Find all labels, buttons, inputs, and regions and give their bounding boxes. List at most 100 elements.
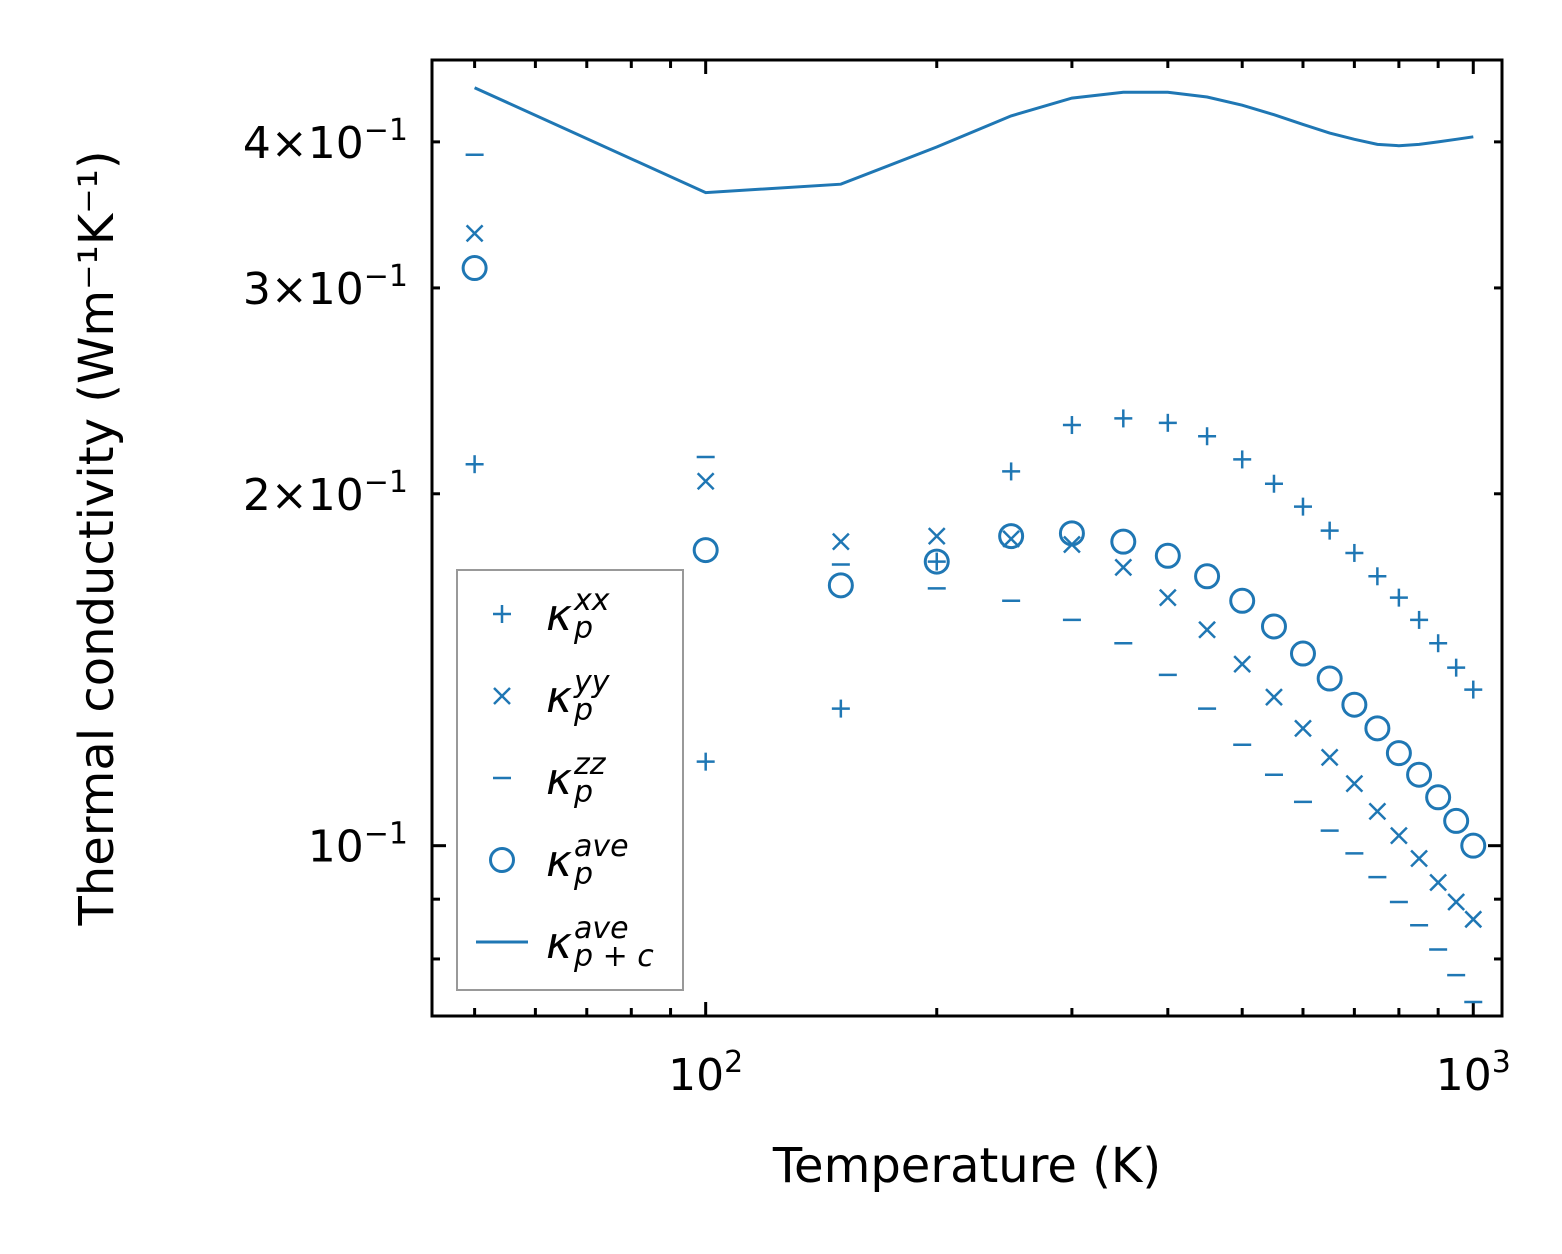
series-kappa_pc_ave	[473, 86, 1474, 195]
legend-label: κave p	[546, 829, 629, 892]
axis-tick-labels: 102 103 10−1 2×10−1 3×10−1 4×10−1	[243, 113, 1511, 1101]
kappa_p_ave-point	[1058, 520, 1085, 547]
x-tick-label: 102	[668, 1045, 743, 1101]
legend-frame	[456, 569, 684, 991]
legend-marker	[489, 847, 515, 873]
kappa_p_ave-point	[1385, 740, 1412, 767]
kappa_p_yy-point	[1368, 802, 1387, 821]
y-axis-label: Thermal conductivity (Wm⁻¹K⁻¹)	[69, 150, 125, 926]
legend: κxx p κyy p κzz p κave p κave p + c	[456, 569, 684, 991]
plot-frame	[430, 58, 1504, 1018]
legend-label: κzz p	[546, 747, 607, 810]
kappa_p_xx-point	[1410, 610, 1429, 629]
kappa_p_yy-point-b	[1410, 849, 1428, 868]
series-kappa_p_zz	[465, 153, 1483, 1004]
kappa_p_yy-point	[1265, 688, 1283, 706]
legend-entry-kappa_p_zz: κzz p	[493, 747, 607, 810]
kappa_p_yy-point	[1464, 910, 1483, 929]
kappa_p_ave-point	[1316, 665, 1343, 692]
kappa_p_yy-point	[831, 532, 850, 551]
kappa_p_ave-point	[1154, 542, 1181, 569]
kappa_p_yy-point	[1345, 774, 1364, 793]
kappa_p_ave-point	[1425, 784, 1452, 811]
kappa_p_xx-point	[1429, 634, 1448, 653]
kappa_p_xx-point	[1464, 680, 1483, 699]
kappa_p_yy-point	[696, 472, 715, 491]
kappa_p_ave-point	[1364, 715, 1391, 742]
kappa_p_yy-point-b	[831, 532, 850, 551]
kappa_p_yy-point	[1320, 748, 1339, 767]
series-kappa_p_ave	[461, 255, 1487, 859]
series-kappa_p_yy	[465, 224, 1483, 929]
kappa_p_yy-point-b	[1294, 719, 1312, 738]
kappa_p_yy-point	[1410, 849, 1428, 868]
legend-entry-kappa_p_yy: κyy p	[493, 665, 611, 728]
kappa_p_yy-point	[927, 527, 946, 545]
kappa_p_yy-point-b	[1320, 748, 1339, 767]
kappa_p_xx-point	[831, 699, 850, 718]
legend-entry-kappa_p_ave: κave p	[489, 829, 629, 892]
kappa_p_yy-point	[465, 224, 484, 243]
y-tick-label: 4×10−1	[243, 113, 408, 169]
kappa_p_yy-point	[1198, 620, 1216, 639]
kappa_p_xx-point	[1389, 588, 1408, 607]
kappa_p_ave-point	[1194, 563, 1221, 590]
kappa_p_ave-point	[1443, 807, 1470, 834]
kappa_p_yy-point-b	[1002, 529, 1021, 548]
kappa_p_yy-point-b	[927, 527, 946, 545]
kappa_p_ave-point	[827, 572, 854, 599]
kappa_p_ave-point	[1460, 832, 1487, 859]
kappa_p_yy-point	[1294, 719, 1312, 738]
kappa_p_yy-point-b	[1390, 826, 1408, 845]
kappa_p_yy-point-b	[1198, 620, 1216, 639]
kappa_p_yy-point-b	[1368, 802, 1387, 821]
legend-entry-kappa_pc_ave: κave p + c	[476, 911, 654, 974]
kappa_p_yy-point	[1158, 588, 1177, 607]
legend-entry-kappa_p_xx: κxx p	[493, 583, 610, 646]
kappa_p_xx-point	[927, 552, 946, 571]
kappa_p_ave-point	[1110, 528, 1137, 555]
kappa_p_yy-point-b	[1265, 688, 1283, 706]
kappa_p_ave-point	[461, 255, 488, 282]
y-tick-label: 10−1	[308, 817, 408, 873]
kappa_p_yy-point-b	[1233, 655, 1252, 673]
kappa_p_yy-point	[1233, 655, 1252, 673]
kappa_p_yy-point-b	[1158, 588, 1177, 607]
kappa_p_xx-point	[1233, 450, 1252, 469]
kappa_p_yy-point-b	[1464, 910, 1483, 929]
legend-marker	[493, 605, 511, 623]
kappa_p_yy-point	[1447, 893, 1466, 911]
kappa_p_xx-point	[1293, 497, 1312, 516]
kappa_p_yy-point-b	[1429, 873, 1448, 892]
kappa_p_xx-point	[1002, 462, 1021, 481]
kappa_p_yy-point-b	[1447, 893, 1466, 911]
kappa_p_xx-point	[465, 455, 484, 474]
legend-marker-b	[493, 687, 511, 705]
kappa_p_yy-point-b	[1114, 558, 1133, 577]
kappa_p_yy-point-b	[696, 472, 715, 491]
kappa_p_yy-point	[1390, 826, 1408, 845]
kappa_p_xx-point	[1447, 658, 1466, 677]
kappa_p_yy-point-b	[1345, 774, 1364, 793]
kappa_p_xx-point	[1345, 543, 1364, 562]
y-tick-label: 2×10−1	[243, 465, 408, 521]
legend-label: κxx p	[546, 583, 610, 646]
series-kappa_p_xx	[465, 409, 1483, 771]
kappa_p_ave-point	[692, 537, 719, 564]
legend-label: κave p + c	[546, 911, 654, 974]
kappa_p_yy-point	[1002, 529, 1021, 548]
data-marks	[461, 86, 1487, 1004]
kappa_p_yy-point-b	[465, 224, 484, 243]
kappa_p_xx-point	[1198, 427, 1217, 446]
kappa_p_yy-point	[1429, 873, 1448, 892]
kappa_p_ave-point	[1406, 761, 1433, 788]
kappa_p_xx-point	[1062, 416, 1081, 435]
kappa_p_ave-point	[1341, 691, 1368, 718]
x-tick-label: 103	[1436, 1045, 1511, 1101]
kappa_p_xx-point	[1320, 521, 1339, 540]
x-axis-label: Temperature (K)	[772, 1138, 1161, 1194]
kappa_p_xx-point	[1368, 567, 1387, 586]
kappa_p_ave-point	[1229, 587, 1256, 614]
kappa_p_yy-point	[1114, 558, 1133, 577]
